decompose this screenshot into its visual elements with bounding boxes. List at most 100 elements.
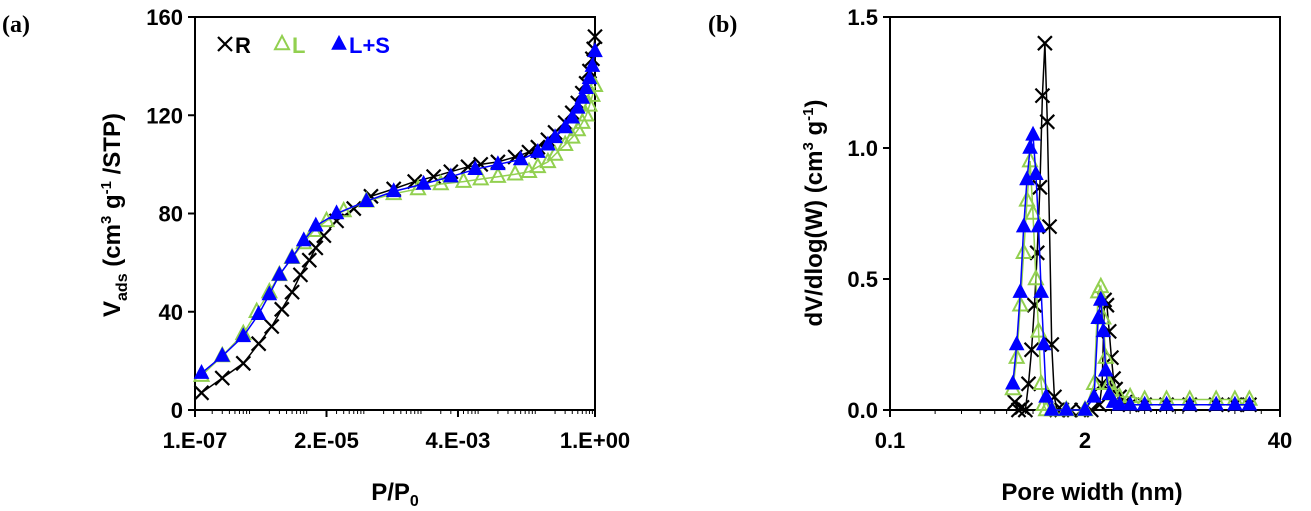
b-data-point [1033, 282, 1049, 298]
b-data-point [1043, 400, 1060, 416]
a-data-point [193, 364, 210, 379]
b-data-point [1035, 335, 1052, 351]
a-data-point [472, 168, 490, 186]
plot-area-a [194, 16, 596, 411]
a-data-point [193, 385, 210, 401]
b-data-point [1018, 190, 1036, 207]
b-data-point [1030, 217, 1047, 233]
y-label-b-mid: g [801, 121, 828, 142]
b-data-point [1092, 276, 1110, 294]
legend-label: R [235, 33, 251, 58]
a-data-point [328, 204, 345, 220]
a-y-tick-label: 80 [159, 202, 183, 227]
b-data-point [1122, 395, 1138, 411]
y-label-b-sup2: -1 [800, 108, 817, 121]
panel-b-label: (b) [708, 12, 737, 38]
b-data-point [1007, 394, 1023, 410]
a-data-point [250, 305, 267, 320]
a-data-point [307, 216, 324, 232]
a-data-point [443, 167, 459, 183]
b-data-point [1022, 138, 1038, 154]
b-data-point [1029, 245, 1045, 261]
b-data-point [1024, 203, 1042, 220]
panel-a-label: (a) [2, 12, 30, 38]
a-data-point [308, 240, 324, 256]
a-data-point [557, 118, 573, 134]
y-label-a-main: V [99, 301, 126, 317]
b-data-point [1028, 165, 1044, 180]
b-data-point [1025, 125, 1041, 141]
a-data-point [214, 370, 231, 386]
a-series-line [201, 36, 596, 394]
a-data-point [284, 248, 300, 264]
b-data-point [1227, 395, 1243, 411]
b-data-point [1136, 395, 1153, 411]
b-data-point [1032, 179, 1048, 196]
b-data-point [1023, 341, 1040, 358]
b-data-point [1017, 402, 1034, 418]
a-data-point [540, 135, 556, 151]
b-data-point [1015, 217, 1032, 233]
b-y-tick-label: 0.5 [847, 267, 878, 292]
a-series-r [193, 28, 603, 401]
b-data-point [1090, 309, 1107, 325]
b-data-point [1021, 150, 1039, 168]
a-data-point [506, 164, 524, 181]
b-data-point [1037, 35, 1053, 51]
a-data-point [263, 318, 280, 335]
b-data-point [1097, 361, 1114, 377]
a-data-point [587, 28, 603, 45]
legend-marker [331, 34, 347, 50]
a-data-point [235, 355, 252, 372]
legend-a: R L L+S [217, 33, 390, 58]
b-data-point [1086, 387, 1102, 403]
a-data-point [271, 265, 288, 281]
a-data-point [578, 79, 594, 94]
a-data-point [284, 284, 300, 300]
a-data-point [467, 160, 484, 176]
a-data-point [432, 173, 450, 191]
x-axis-label-b: Pore width (nm) [1001, 479, 1182, 506]
b-data-point [1181, 395, 1198, 411]
legend-marker [273, 33, 291, 51]
b-y-tick-label: 1.0 [847, 136, 878, 161]
b-data-point [1027, 268, 1045, 286]
a-data-point [273, 301, 290, 318]
a-data-point [490, 155, 506, 171]
legend-item-l-s: L+S [331, 33, 390, 58]
b-y-tick-label: 1.5 [847, 5, 878, 30]
b-data-point [1111, 395, 1128, 411]
y-label-a-mid: g [99, 194, 126, 215]
legend-item-l: L [273, 33, 305, 58]
a-data-point [546, 144, 564, 161]
a-data-point [214, 346, 231, 362]
a-x-tick-label: 4.E-03 [426, 428, 491, 453]
a-data-point [385, 182, 402, 198]
series-a [192, 28, 604, 401]
a-data-point [250, 335, 267, 352]
a-x-tick-label: 2.E-05 [294, 428, 359, 453]
a-data-point [577, 105, 595, 122]
a-series-line [201, 51, 596, 374]
b-data-point [1208, 395, 1224, 411]
a-data-point [584, 57, 601, 72]
a-data-point [454, 171, 473, 188]
a-y-tick-label: 160 [146, 5, 183, 30]
b-data-point [1005, 374, 1021, 390]
b-data-point [1020, 376, 1037, 392]
a-data-point [581, 69, 598, 85]
a-y-tick-label: 0 [171, 398, 183, 423]
legend-label: L+S [349, 33, 390, 58]
b-x-tick-label: 0.1 [875, 428, 906, 453]
a-data-point [574, 88, 591, 104]
a-data-point [512, 150, 529, 166]
a-series-l [192, 75, 604, 382]
y-label-b-sup1: 3 [800, 142, 817, 150]
b-data-point [1077, 400, 1093, 416]
legend-item-r: R [217, 33, 251, 58]
y-label-b-end: ) [801, 100, 828, 108]
panel-b: (b) 0.0 0.5 1.0 1.5 0.1 2 40 dV/dlog(W) (cm3 g… [708, 5, 1292, 506]
b-data-point [1008, 347, 1026, 364]
x-axis-label-a: P/P0 [371, 479, 419, 510]
